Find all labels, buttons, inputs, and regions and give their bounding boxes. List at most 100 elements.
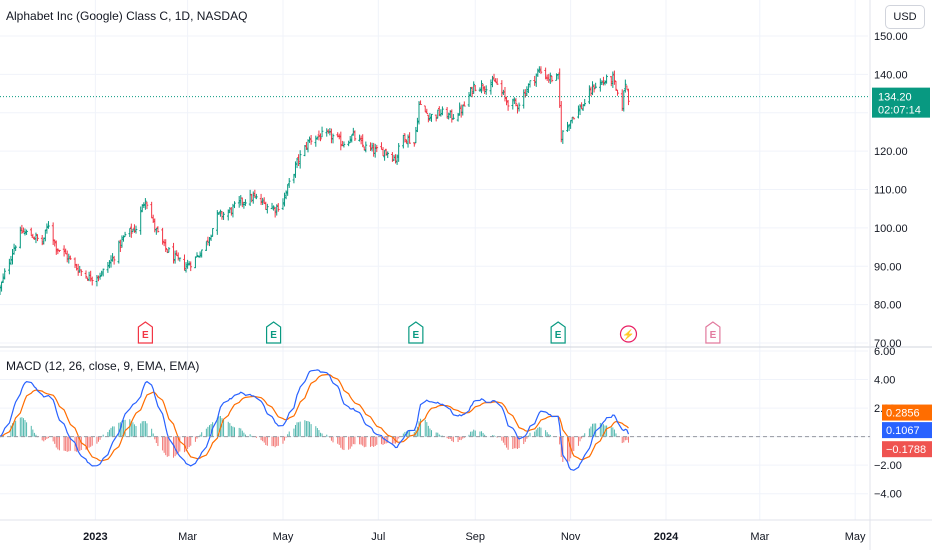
candle (613, 70, 616, 85)
candle (25, 229, 28, 235)
candle (452, 114, 455, 120)
candle (364, 141, 368, 153)
earnings-icon: E (137, 321, 153, 344)
candle (458, 102, 461, 116)
candle (330, 128, 333, 144)
time-axis-label: May (845, 531, 866, 543)
candle (195, 252, 199, 258)
candle (559, 101, 563, 143)
currency-button[interactable]: USD (885, 5, 925, 29)
candle (614, 80, 618, 91)
macd-value-tag-bg (882, 404, 932, 421)
candle (495, 78, 499, 85)
candle (98, 272, 102, 280)
candle (128, 227, 132, 237)
price-axis-label: 70.00 (874, 338, 902, 350)
candle (36, 234, 39, 242)
macd-value-tag-signal: 0.2856 (882, 404, 932, 421)
candle (441, 106, 444, 116)
candle (478, 87, 482, 92)
earnings-marker (137, 321, 153, 344)
candle (117, 240, 121, 264)
earnings-marker (705, 321, 721, 344)
candle (589, 86, 593, 96)
candle (20, 224, 24, 234)
earnings-icon: E (550, 321, 566, 344)
candle (47, 221, 50, 229)
candle (29, 227, 33, 237)
candle (45, 223, 49, 234)
candle (131, 228, 135, 233)
candle (211, 228, 214, 237)
candle (250, 193, 254, 203)
candle (419, 100, 422, 105)
candle (403, 133, 407, 143)
price-axis-label: 100.00 (874, 223, 908, 235)
candle (62, 245, 66, 257)
candle (272, 205, 275, 211)
candle (176, 252, 180, 261)
candle (624, 79, 627, 93)
candle (101, 268, 105, 277)
candle (11, 248, 14, 265)
candle (430, 113, 433, 122)
candle (320, 126, 324, 138)
candle (392, 154, 396, 161)
price-axis-label: 90.00 (874, 261, 902, 273)
candle (397, 143, 400, 162)
candle (283, 192, 286, 207)
candle (44, 229, 47, 242)
candle (178, 257, 182, 262)
candle (484, 85, 488, 95)
earnings-icon: E (705, 321, 721, 344)
candle (503, 87, 507, 102)
candle (276, 203, 280, 212)
macd-axis-label: −4.00 (874, 489, 902, 501)
price-axis-label: 120.00 (874, 146, 908, 158)
event-label: E (555, 330, 562, 341)
price-axis-label: 150.00 (874, 31, 908, 43)
candle (561, 130, 565, 144)
candle (69, 255, 72, 260)
candle (266, 203, 269, 214)
candle (516, 104, 519, 114)
candle (270, 202, 274, 210)
candle (572, 117, 576, 120)
candle (380, 142, 383, 150)
candle (156, 226, 160, 233)
candle (594, 82, 597, 89)
candle (76, 263, 80, 276)
candle (106, 262, 110, 273)
candle (369, 142, 372, 151)
candle (549, 72, 552, 84)
event-label: E (270, 330, 277, 341)
candle (183, 254, 186, 271)
candle (145, 201, 149, 210)
candle (230, 207, 233, 216)
macd-value-tag-macd: 0.1067 (882, 422, 932, 439)
candle (123, 231, 127, 237)
candle (275, 204, 279, 216)
candle (297, 154, 300, 167)
candle (538, 66, 541, 73)
candle (347, 140, 350, 147)
candle (402, 134, 405, 149)
candle (391, 152, 394, 162)
macd-value-text: 0.1067 (886, 425, 920, 437)
earnings-icon: E (265, 321, 282, 344)
time-axis-label: May (273, 531, 294, 543)
candle (89, 270, 92, 282)
candle (569, 119, 572, 129)
candle (220, 211, 224, 220)
candle (298, 150, 302, 169)
candle (577, 105, 580, 119)
candle (208, 237, 211, 247)
time-axis-label: 2023 (83, 531, 107, 543)
candle (463, 101, 466, 107)
candle (517, 102, 521, 112)
candle (319, 133, 322, 142)
candle (120, 235, 124, 248)
candle (189, 261, 193, 272)
candle (173, 250, 177, 264)
